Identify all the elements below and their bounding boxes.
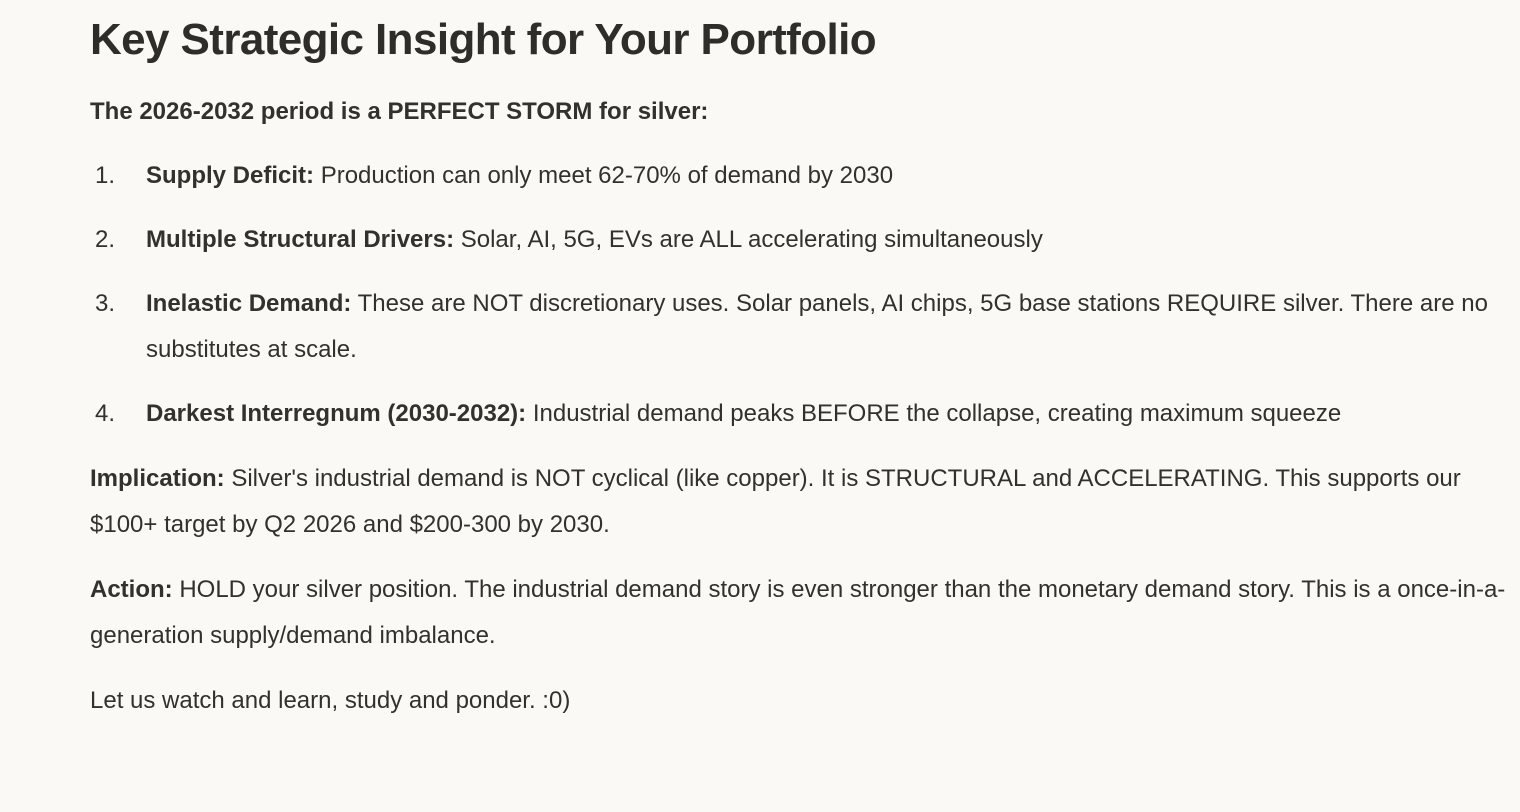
list-item-text: These are NOT discretionary uses. Solar … xyxy=(146,290,1488,363)
list-item-label: Inelastic Demand: xyxy=(146,290,352,317)
list-item-supply-deficit: Supply Deficit: Production can only meet… xyxy=(95,153,1506,199)
intro-line: The 2026-2032 period is a PERFECT STORM … xyxy=(90,98,709,125)
list-item-inelastic-demand: Inelastic Demand: These are NOT discreti… xyxy=(95,281,1506,373)
list-item-darkest-interregnum: Darkest Interregnum (2030-2032): Industr… xyxy=(95,391,1506,437)
action-label: Action: xyxy=(90,576,173,603)
document-body: Key Strategic Insight for Your Portfolio… xyxy=(0,0,1520,724)
list-item-label: Darkest Interregnum (2030-2032): xyxy=(146,400,527,427)
implication-paragraph: Implication: Silver's industrial demand … xyxy=(90,456,1506,548)
list-item-label: Multiple Structural Drivers: xyxy=(146,226,455,253)
list-item-text: Industrial demand peaks BEFORE the colla… xyxy=(532,400,1342,427)
page-title: Key Strategic Insight for Your Portfolio xyxy=(90,15,877,64)
implication-text: Silver's industrial demand is NOT cyclic… xyxy=(90,465,1461,538)
action-text: HOLD your silver position. The industria… xyxy=(90,576,1506,649)
list-item-structural-drivers: Multiple Structural Drivers: Solar, AI, … xyxy=(95,217,1506,263)
insight-list: Supply Deficit: Production can only meet… xyxy=(90,153,1506,437)
list-item-text: Production can only meet 62-70% of deman… xyxy=(320,162,894,189)
implication-label: Implication: xyxy=(90,465,225,492)
action-paragraph: Action: HOLD your silver position. The i… xyxy=(90,567,1506,659)
list-item-label: Supply Deficit: xyxy=(146,162,315,189)
closing-line: Let us watch and learn, study and ponder… xyxy=(90,687,571,714)
list-item-text: Solar, AI, 5G, EVs are ALL accelerating … xyxy=(460,226,1043,253)
